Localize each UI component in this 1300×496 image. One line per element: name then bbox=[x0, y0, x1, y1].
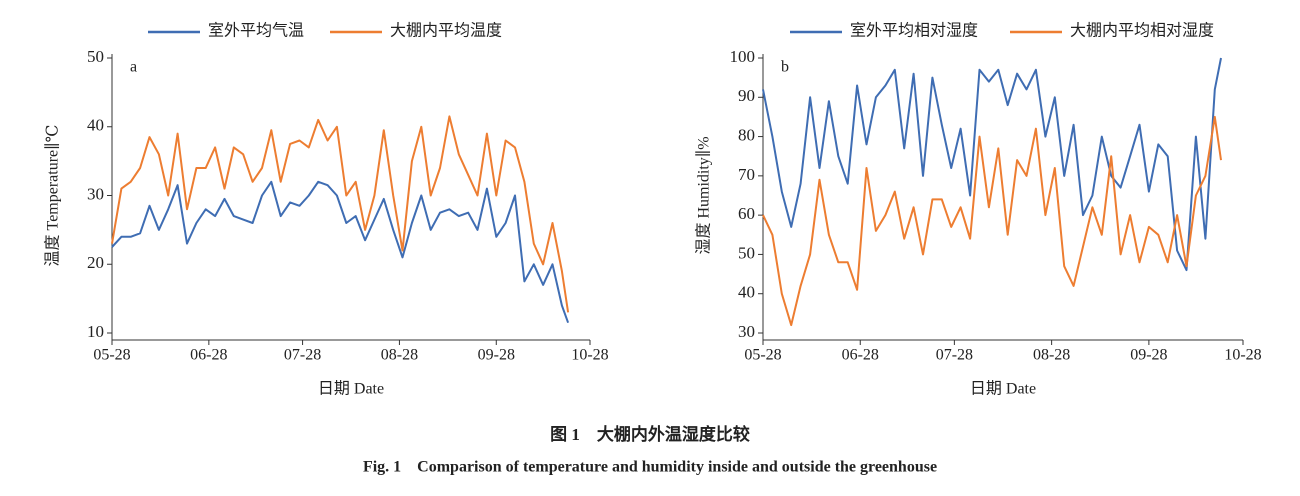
legend-label: 大棚内平均相对湿度 bbox=[1070, 22, 1214, 40]
y-axis-label: 湿度 Humidity∥% bbox=[695, 136, 713, 254]
y-tick-label: 40 bbox=[738, 283, 755, 302]
x-tick-label: 08-28 bbox=[381, 347, 418, 364]
y-tick-label: 90 bbox=[738, 86, 755, 105]
panel-label: a bbox=[130, 59, 137, 76]
y-tick-label: 100 bbox=[730, 47, 756, 66]
y-tick-label: 40 bbox=[87, 116, 104, 135]
y-tick-label: 30 bbox=[87, 184, 104, 203]
data-line bbox=[762, 115, 1222, 327]
legend-label: 室外平均气温 bbox=[208, 22, 304, 40]
x-tick-label: 10-28 bbox=[571, 347, 608, 364]
legend-label: 大棚内平均温度 bbox=[390, 22, 502, 40]
x-tick-label: 07-28 bbox=[936, 347, 973, 364]
x-tick-label: 09-28 bbox=[1130, 347, 1167, 364]
x-tick-label: 09-28 bbox=[478, 347, 515, 364]
x-tick-label: 05-28 bbox=[744, 347, 781, 364]
y-tick-label: 50 bbox=[87, 47, 104, 66]
y-tick-label: 10 bbox=[87, 322, 104, 341]
y-tick-label: 30 bbox=[738, 322, 755, 341]
x-axis-label: 日期 Date bbox=[970, 380, 1036, 398]
x-tick-label: 05-28 bbox=[93, 347, 130, 364]
caption-en: Fig. 1 Comparison of temperature and hum… bbox=[363, 459, 937, 476]
x-axis-label: 日期 Date bbox=[318, 380, 384, 398]
y-tick-label: 20 bbox=[87, 253, 104, 272]
caption-zh: 图 1 大棚内外温湿度比较 bbox=[550, 424, 750, 444]
y-tick-label: 70 bbox=[738, 165, 755, 184]
panel-label: b bbox=[781, 59, 789, 76]
data-line bbox=[762, 57, 1222, 272]
y-tick-label: 60 bbox=[738, 204, 755, 223]
y-tick-label: 80 bbox=[738, 125, 755, 144]
x-tick-label: 07-28 bbox=[284, 347, 321, 364]
x-tick-label: 06-28 bbox=[190, 347, 227, 364]
data-line bbox=[111, 115, 570, 313]
x-tick-label: 08-28 bbox=[1033, 347, 1070, 364]
legend-label: 室外平均相对湿度 bbox=[850, 22, 978, 40]
y-tick-label: 50 bbox=[738, 243, 755, 262]
y-axis-label: 温度 Temperature∥℃ bbox=[44, 125, 62, 267]
data-line bbox=[111, 180, 570, 324]
x-tick-label: 06-28 bbox=[842, 347, 879, 364]
x-tick-label: 10-28 bbox=[1224, 347, 1261, 364]
